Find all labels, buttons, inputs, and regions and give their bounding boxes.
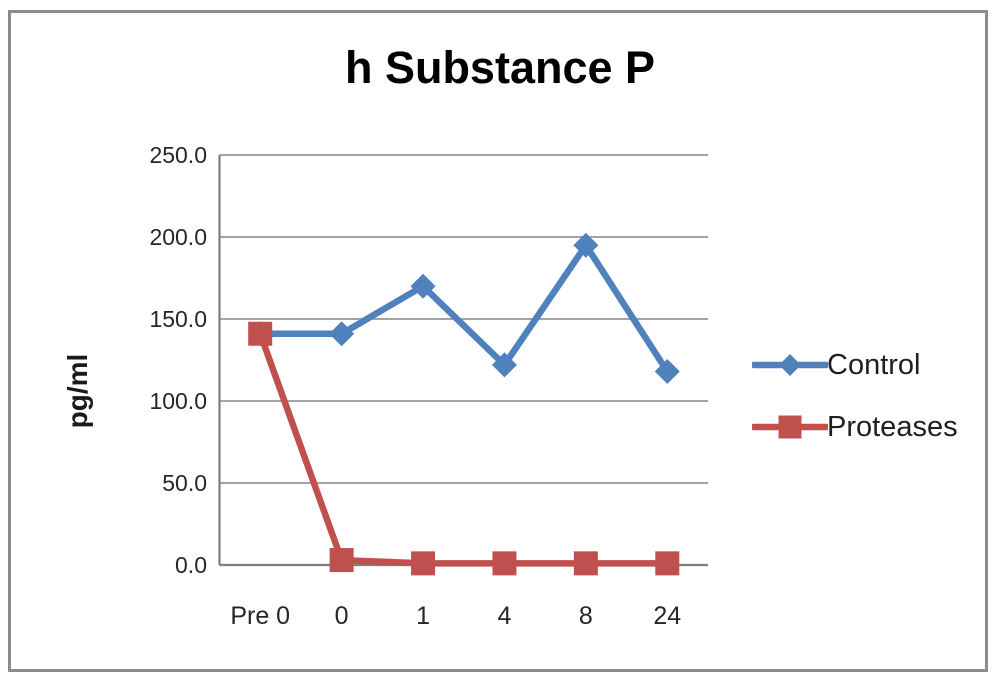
y-tick-label: 0.0 bbox=[175, 552, 207, 578]
control-series-swatch-icon bbox=[752, 354, 828, 376]
legend-item-control: Control bbox=[752, 342, 921, 388]
x-tick-label: 4 bbox=[497, 602, 512, 630]
data-point-control-8 bbox=[573, 232, 599, 258]
legend-marker-proteases bbox=[778, 415, 802, 439]
x-tick-label: Pre 0 bbox=[230, 602, 291, 630]
data-point-proteases-4 bbox=[492, 551, 517, 576]
data-point-proteases-0 bbox=[329, 548, 354, 573]
data-point-proteases-Pre0 bbox=[248, 321, 273, 346]
legend-label-control: Control bbox=[827, 348, 921, 381]
data-point-control-4 bbox=[491, 352, 517, 378]
legend-marker-control bbox=[779, 354, 801, 376]
legend-label-proteases: Proteases bbox=[827, 410, 958, 443]
y-tick-label: 100.0 bbox=[149, 388, 207, 414]
data-point-control-0 bbox=[329, 321, 355, 347]
y-tick-label: 250.0 bbox=[149, 142, 207, 168]
series-line-proteases bbox=[256, 330, 671, 567]
legend-item-proteases: Proteases bbox=[752, 404, 958, 450]
series-line-control bbox=[256, 241, 671, 375]
proteases-series-swatch-icon bbox=[752, 415, 828, 439]
data-point-proteases-1 bbox=[411, 551, 436, 576]
data-point-control-1 bbox=[410, 273, 436, 299]
y-tick-label: 50.0 bbox=[162, 470, 207, 496]
y-tick-label: 200.0 bbox=[149, 224, 207, 250]
x-tick-label: 8 bbox=[578, 602, 593, 630]
data-point-control-24 bbox=[654, 358, 680, 384]
data-point-proteases-24 bbox=[655, 551, 680, 576]
data-point-proteases-8 bbox=[573, 551, 598, 576]
y-tick-label: 150.0 bbox=[149, 306, 207, 332]
chart-title: h Substance P bbox=[344, 42, 656, 93]
x-tick-label: 0 bbox=[334, 602, 349, 630]
x-tick-label: 24 bbox=[653, 602, 682, 630]
x-tick-label: 1 bbox=[416, 602, 430, 630]
